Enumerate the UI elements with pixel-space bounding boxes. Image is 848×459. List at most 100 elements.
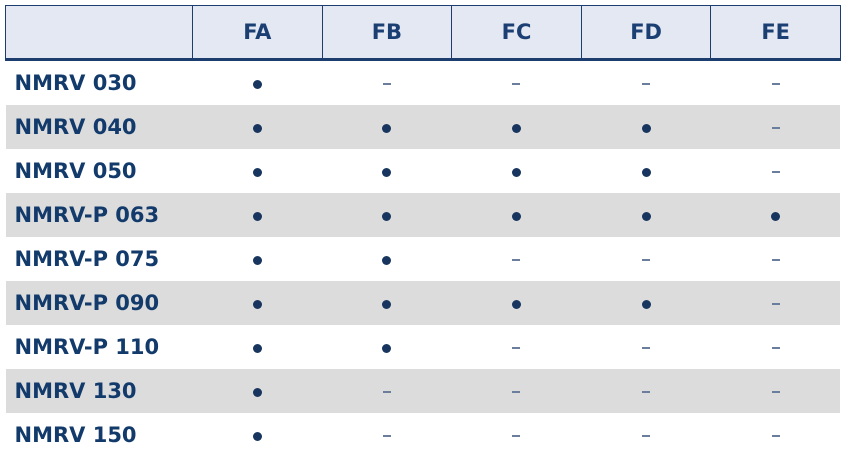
availability-cell	[192, 149, 323, 193]
not-available-dash-icon	[771, 347, 780, 349]
availability-cell	[710, 105, 841, 149]
availability-table: FA FB FC FD FE NMRV 030 NMRV 040 NMRV 050 N…	[5, 5, 841, 457]
availability-cell	[322, 369, 452, 413]
availability-cell	[581, 105, 711, 149]
available-dot-icon	[511, 167, 521, 177]
availability-cell	[581, 413, 711, 457]
availability-cell	[192, 193, 323, 237]
model-name-cell: NMRV 040	[5, 105, 193, 149]
available-dot-icon	[641, 167, 651, 177]
table-row: NMRV 130	[5, 369, 841, 413]
not-available-dash-icon	[771, 171, 780, 173]
available-dot-icon	[252, 343, 262, 353]
availability-cell	[192, 237, 323, 281]
not-available-dash-icon	[382, 83, 391, 85]
column-header-fa: FA	[192, 5, 323, 61]
available-dot-icon	[382, 123, 392, 133]
availability-cell	[451, 149, 582, 193]
model-name-cell: NMRV-P 110	[5, 325, 193, 369]
column-header-fb: FB	[321, 5, 453, 61]
availability-cell	[581, 325, 711, 369]
availability-cell	[451, 105, 582, 149]
available-dot-icon	[641, 299, 651, 309]
not-available-dash-icon	[512, 259, 521, 261]
not-available-dash-icon	[771, 303, 780, 305]
not-available-dash-icon	[642, 83, 651, 85]
available-dot-icon	[382, 255, 392, 265]
table-row: NMRV-P 110	[5, 325, 841, 369]
available-dot-icon	[252, 167, 262, 177]
availability-cell	[581, 281, 711, 325]
availability-cell	[581, 237, 711, 281]
column-header-fe: FE	[710, 5, 841, 61]
table-header: FA FB FC FD FE	[5, 5, 841, 61]
table-row: NMRV 050	[5, 149, 841, 193]
model-name-cell: NMRV 030	[5, 59, 193, 105]
not-available-dash-icon	[642, 391, 651, 393]
availability-cell	[710, 59, 841, 105]
not-available-dash-icon	[382, 391, 391, 393]
header-corner-cell	[5, 5, 193, 61]
available-dot-icon	[252, 123, 262, 133]
availability-cell	[581, 59, 711, 105]
availability-cell	[192, 369, 323, 413]
available-dot-icon	[382, 343, 392, 353]
availability-cell	[581, 149, 711, 193]
availability-cell	[710, 325, 841, 369]
availability-cell	[710, 149, 841, 193]
available-dot-icon	[511, 211, 521, 221]
table-row: NMRV 030	[5, 59, 841, 105]
model-name-cell: NMRV 050	[5, 149, 193, 193]
table-row: NMRV 040	[5, 105, 841, 149]
available-dot-icon	[511, 123, 521, 133]
availability-cell	[192, 325, 323, 369]
not-available-dash-icon	[642, 435, 651, 437]
not-available-dash-icon	[771, 259, 780, 261]
available-dot-icon	[641, 123, 651, 133]
availability-cell	[710, 369, 841, 413]
not-available-dash-icon	[512, 435, 521, 437]
availability-cell	[322, 193, 452, 237]
available-dot-icon	[511, 299, 521, 309]
availability-cell	[192, 59, 323, 105]
table-body: NMRV 030 NMRV 040 NMRV 050 NMRV-P 063 NMRV-P…	[5, 59, 841, 457]
not-available-dash-icon	[512, 391, 521, 393]
availability-cell	[710, 237, 841, 281]
not-available-dash-icon	[382, 435, 391, 437]
availability-cell	[710, 413, 841, 457]
availability-cell	[581, 369, 711, 413]
availability-cell	[322, 105, 452, 149]
availability-cell	[451, 413, 582, 457]
availability-cell	[322, 237, 452, 281]
not-available-dash-icon	[642, 347, 651, 349]
available-dot-icon	[771, 211, 781, 221]
available-dot-icon	[252, 299, 262, 309]
available-dot-icon	[252, 431, 262, 441]
table-row: NMRV-P 063	[5, 193, 841, 237]
available-dot-icon	[382, 167, 392, 177]
availability-cell	[451, 59, 582, 105]
not-available-dash-icon	[771, 435, 780, 437]
table-row: NMRV-P 075	[5, 237, 841, 281]
availability-cell	[710, 193, 841, 237]
available-dot-icon	[252, 211, 262, 221]
model-name-cell: NMRV 150	[5, 413, 193, 457]
available-dot-icon	[252, 387, 262, 397]
not-available-dash-icon	[771, 391, 780, 393]
available-dot-icon	[382, 211, 392, 221]
header-row: FA FB FC FD FE	[5, 5, 841, 61]
availability-cell	[192, 105, 323, 149]
column-header-fd: FD	[580, 5, 712, 61]
available-dot-icon	[382, 299, 392, 309]
availability-cell	[192, 281, 323, 325]
availability-cell	[322, 325, 452, 369]
available-dot-icon	[641, 211, 651, 221]
availability-cell	[451, 369, 582, 413]
model-name-cell: NMRV 130	[5, 369, 193, 413]
availability-cell	[322, 149, 452, 193]
table-row: NMRV-P 090	[5, 281, 841, 325]
availability-cell	[581, 193, 711, 237]
available-dot-icon	[252, 255, 262, 265]
not-available-dash-icon	[771, 83, 780, 85]
